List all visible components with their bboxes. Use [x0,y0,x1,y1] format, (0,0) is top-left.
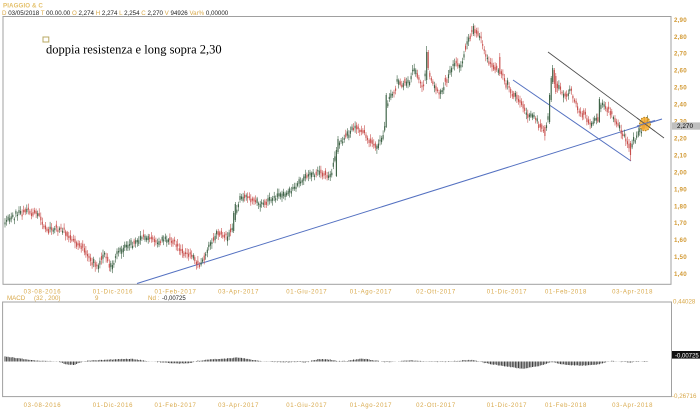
svg-text:Nd :: Nd : [148,295,160,302]
svg-text:01-Dic-2017: 01-Dic-2017 [487,403,527,409]
svg-text:2,90: 2,90 [674,17,687,24]
svg-text:2,70: 2,70 [674,51,687,58]
svg-text:2,50: 2,50 [674,85,687,92]
svg-text:-0,00725: -0,00725 [162,296,186,302]
svg-text:2,40: 2,40 [674,102,687,109]
svg-text:01-Dic-2016: 01-Dic-2016 [93,403,133,409]
svg-text:01-Feb-2017: 01-Feb-2017 [154,289,196,295]
svg-text:03-Apr-2017: 03-Apr-2017 [218,289,259,295]
svg-text:-0,00725: -0,00725 [675,353,699,359]
svg-text:1,40: 1,40 [674,271,687,278]
svg-text:03-08-2016: 03-08-2016 [24,289,62,295]
svg-text:2,10: 2,10 [674,152,687,159]
svg-text:03-08-2016: 03-08-2016 [24,403,62,409]
svg-text:01-Ago-2017: 01-Ago-2017 [350,403,392,409]
svg-text:01-Giu-2017: 01-Giu-2017 [286,289,327,295]
svg-text:2,60: 2,60 [674,68,687,75]
svg-text:2,20: 2,20 [674,135,687,142]
svg-text:01-Feb-2017: 01-Feb-2017 [154,403,196,409]
svg-text:01-Dic-2017: 01-Dic-2017 [487,289,527,295]
svg-text:1,50: 1,50 [674,254,687,261]
svg-text:MACD: MACD [7,295,26,302]
svg-text:2,270: 2,270 [677,123,693,130]
svg-text:01-Dic-2016: 01-Dic-2016 [93,289,133,295]
svg-text:0,44028: 0,44028 [673,299,696,306]
svg-text:03-Apr-2018: 03-Apr-2018 [612,289,653,295]
svg-text:2,30: 2,30 [674,119,687,126]
svg-text:9: 9 [95,295,99,302]
svg-text:1,90: 1,90 [674,186,687,193]
svg-text:1,80: 1,80 [674,203,687,210]
svg-text:02-Ott-2017: 02-Ott-2017 [416,289,456,295]
svg-text:02-Ott-2017: 02-Ott-2017 [416,403,456,409]
svg-text:01-Giu-2017: 01-Giu-2017 [286,403,327,409]
svg-text:D 03/05/2018 T 00.00.00 O 2: D 03/05/2018 T 00.00.00 O 2,274 H 2,274 … [2,10,229,17]
svg-text:doppia resistenza e long sopra: doppia resistenza e long sopra 2,30 [46,43,222,57]
svg-text:01-Ago-2017: 01-Ago-2017 [350,289,392,295]
svg-text:01-Feb-2018: 01-Feb-2018 [545,289,587,295]
svg-text:1,70: 1,70 [674,220,687,227]
svg-text:PIAGGIO & C: PIAGGIO & C [3,3,43,10]
svg-text:(32 , 200): (32 , 200) [34,295,60,302]
svg-text:03-Apr-2018: 03-Apr-2018 [612,403,653,409]
svg-text:2,00: 2,00 [674,169,687,176]
svg-text:01-Feb-2018: 01-Feb-2018 [545,403,587,409]
svg-text:-0,26716: -0,26716 [672,393,697,400]
svg-text:2,80: 2,80 [674,34,687,41]
svg-text:03-Apr-2017: 03-Apr-2017 [218,403,259,409]
svg-text:1,60: 1,60 [674,237,687,244]
